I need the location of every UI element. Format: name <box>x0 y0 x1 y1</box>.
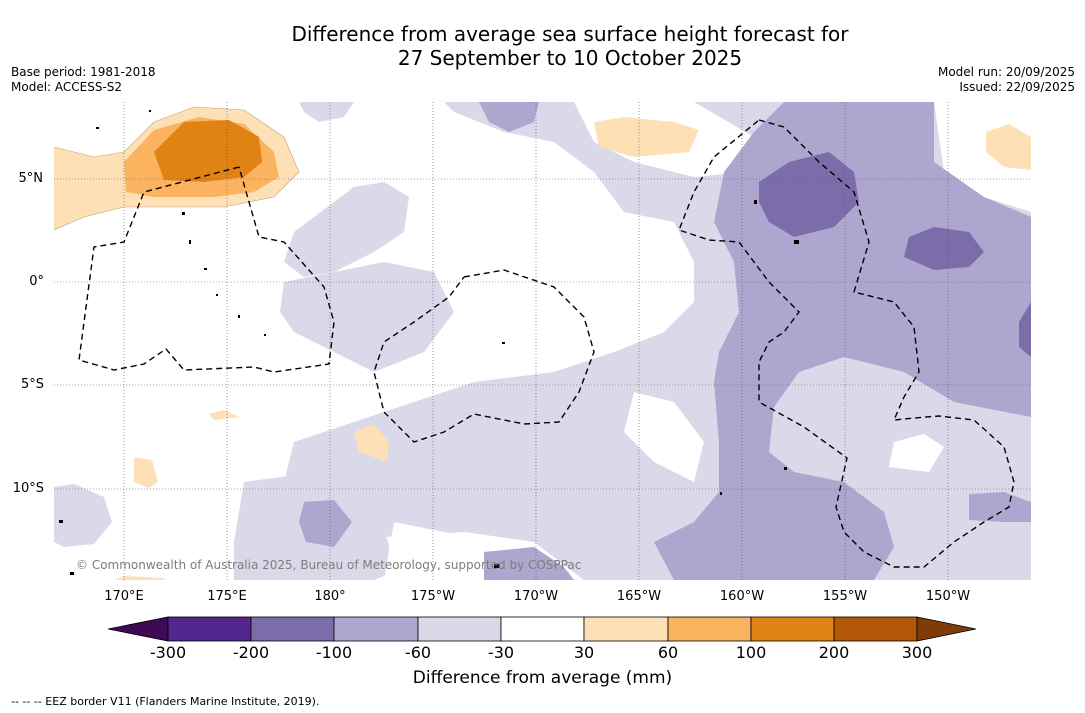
map-svg <box>54 102 1031 580</box>
colorbar-tick: 30 <box>573 643 595 662</box>
colorbar-segment-9 <box>833 616 918 642</box>
colorbar-segment-3 <box>333 616 419 642</box>
colorbar <box>108 616 977 642</box>
chart-title: Difference from average sea surface heig… <box>0 22 1085 70</box>
lat-label-5n: 5°N <box>18 171 44 186</box>
issued-date: Issued: 22/09/2025 <box>959 79 1075 94</box>
colorbar-extend-low <box>108 616 169 642</box>
colorbar-tick: -30 <box>487 643 515 662</box>
lon-label-170e: 170°E <box>104 589 144 604</box>
lon-label-155w: 155°W <box>822 589 868 604</box>
lat-label-5s: 5°S <box>20 377 44 392</box>
colorbar-tick: -100 <box>315 643 353 662</box>
colorbar-tick: 100 <box>735 643 767 662</box>
lon-label-160w: 160°W <box>719 589 765 604</box>
colorbar-label: Difference from average (mm) <box>412 668 673 688</box>
colorbar-extend-high <box>916 616 977 642</box>
colorbar-segment-2 <box>250 616 335 642</box>
graticule <box>54 102 1031 580</box>
eez-legend-note: -- -- -- EEZ border V11 (Flanders Marine… <box>11 695 320 708</box>
lon-label-165w: 165°W <box>616 589 662 604</box>
anomaly-purple <box>299 102 1031 580</box>
lon-label-180: 180° <box>314 589 346 604</box>
copyright-notice: © Commonwealth of Australia 2025, Bureau… <box>76 558 582 572</box>
lon-label-150w: 150°W <box>925 589 971 604</box>
colorbar-tick: -200 <box>232 643 270 662</box>
map-panel <box>54 102 1031 580</box>
islands <box>59 110 799 575</box>
colorbar-segment-7 <box>667 616 752 642</box>
colorbar-tick: 60 <box>657 643 679 662</box>
colorbar-tick: 200 <box>818 643 850 662</box>
anomaly-positive <box>54 106 1031 580</box>
model-name: Model: ACCESS-S2 <box>11 79 123 94</box>
anomaly-dark-purple <box>759 152 1031 357</box>
meta-right: Model run: 20/09/2025 Issued: 22/09/2025 <box>938 65 1075 94</box>
colorbar-segment-5 <box>500 616 585 642</box>
colorbar-segment-4 <box>417 616 502 642</box>
lon-label-175w: 175°W <box>410 589 456 604</box>
base-period: Base period: 1981-2018 <box>11 65 156 79</box>
lat-label-0: 0° <box>29 274 44 289</box>
colorbar-segment-6 <box>583 616 669 642</box>
eez-borders <box>78 119 1015 568</box>
colorbar-segment-8 <box>750 616 835 642</box>
meta-left: Base period: 1981-2018 Model: ACCESS-S2 <box>11 65 156 94</box>
title-line-1: Difference from average sea surface heig… <box>291 22 849 46</box>
title-line-2: 27 September to 10 October 2025 <box>397 46 743 70</box>
colorbar-tick: -60 <box>404 643 432 662</box>
lon-label-175e: 175°E <box>207 589 247 604</box>
lon-label-170w: 170°W <box>513 589 559 604</box>
colorbar-segment-1 <box>167 616 252 642</box>
colorbar-tick: 300 <box>901 643 933 662</box>
model-run: Model run: 20/09/2025 <box>937 65 1075 79</box>
colorbar-tick: -300 <box>149 643 187 662</box>
lat-label-10s: 10°S <box>12 481 44 496</box>
